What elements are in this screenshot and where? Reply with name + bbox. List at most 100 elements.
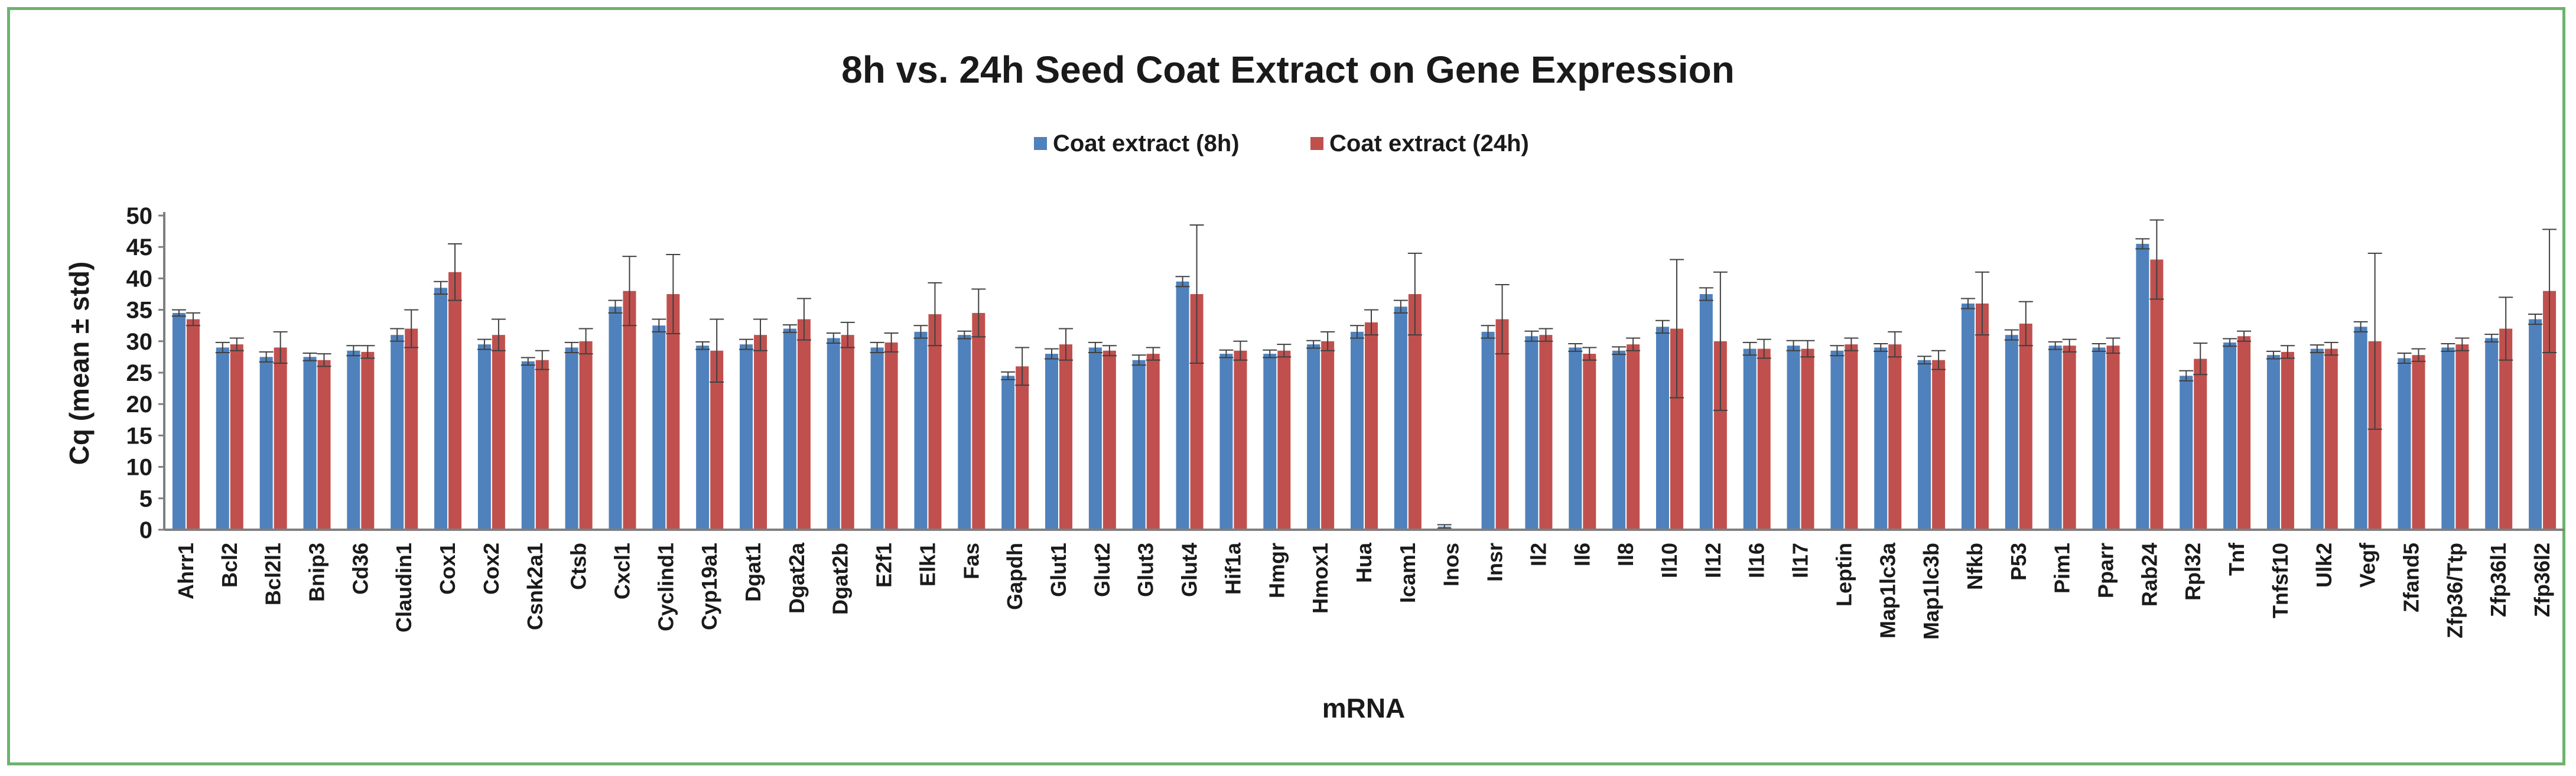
- bar-8h-pparr: [2092, 347, 2106, 530]
- x-tick-label: Map1lc3b: [1919, 543, 1943, 640]
- x-tick-label: Cox2: [479, 543, 503, 595]
- x-tick-label: Il10: [1657, 543, 1681, 578]
- bar-24h-zfp36-ttp: [2455, 344, 2469, 530]
- x-tick-label: Vegf: [2356, 542, 2380, 588]
- bar-8h-cox2: [477, 344, 491, 530]
- bar-24h-rpl32: [2194, 358, 2207, 530]
- bar-24h-nfkb: [1975, 303, 1989, 530]
- bar-8h-ctsb: [565, 347, 578, 530]
- bar-24h-bcl2: [230, 344, 243, 530]
- y-axis-ticks: 0 5 10 15 20 25 30 35 40 45 50: [126, 203, 164, 543]
- y-tick-label: 40: [126, 266, 153, 292]
- x-tick-label: Icam1: [1396, 543, 1420, 603]
- bar-24h-insr: [1495, 319, 1509, 530]
- bar-8h-tnf: [2223, 342, 2237, 530]
- bar-8h-map1lc3b: [1918, 360, 1931, 530]
- bar-24h-pim1: [2063, 345, 2076, 530]
- bar-24h-p53: [2019, 324, 2032, 530]
- bar-24h-pparr: [2106, 345, 2120, 530]
- bar-8h-il12: [1699, 294, 1713, 530]
- x-tick-label: Il2: [1526, 543, 1550, 566]
- y-tick-label: 35: [126, 298, 153, 324]
- bar-24h-ctsb: [579, 341, 593, 530]
- bar-24h-elk1: [928, 314, 942, 530]
- bar-8h-dgat1: [740, 344, 753, 530]
- bar-8h-zfand5: [2398, 358, 2411, 530]
- x-tick-label: Dgat2b: [828, 543, 853, 615]
- bar-8h-tnfsf10: [2266, 355, 2280, 530]
- bar-8h-bcl2: [216, 347, 229, 530]
- x-tick-label: Tnfsf10: [2268, 543, 2292, 618]
- x-tick-label: Hmox1: [1308, 543, 1332, 614]
- bar-24h-csnk2a1: [535, 360, 549, 530]
- bar-8h-ulk2: [2310, 348, 2324, 530]
- x-tick-label: Bnip3: [304, 543, 328, 602]
- bar-8h-cyclind1: [652, 325, 666, 530]
- x-tick-label: Elk1: [915, 543, 939, 586]
- x-tick-label: Tnf: [2224, 542, 2249, 576]
- bar-24h-zfand5: [2412, 355, 2425, 530]
- bar-24h-hmox1: [1321, 341, 1335, 530]
- bar-8h-gapdh: [1001, 376, 1015, 530]
- bar-24h-glut2: [1102, 350, 1116, 530]
- x-tick-label: Ulk2: [2312, 543, 2336, 588]
- bar-8h-insr: [1481, 331, 1495, 530]
- y-tick-label: 50: [126, 203, 153, 229]
- bar-24h-map1lc3b: [1932, 360, 1946, 530]
- y-tick-label: 0: [139, 517, 152, 543]
- bar-24h-bnip3: [317, 360, 331, 530]
- x-tick-label: Zfp36/Ttp: [2442, 543, 2467, 638]
- x-tick-label: Cxcl1: [610, 543, 634, 599]
- bar-24h-ulk2: [2324, 348, 2338, 530]
- bar-8h-cox1: [434, 288, 448, 530]
- bar-8h-vegf: [2354, 327, 2367, 530]
- bar-8h-nfkb: [1961, 303, 1975, 530]
- x-tick-label: Ctsb: [567, 543, 591, 590]
- y-tick-label: 20: [126, 392, 153, 418]
- x-tick-label: Bcl2: [217, 543, 242, 588]
- legend-swatch-8h: [1034, 137, 1047, 150]
- bar-24h-claudin1: [405, 328, 418, 530]
- x-tick-label: Cyclind1: [653, 543, 678, 631]
- bar-24h-il6: [1583, 354, 1596, 530]
- bar-8h-pim1: [2048, 345, 2062, 530]
- bar-8h-zfp36l2: [2529, 319, 2542, 530]
- y-tick-label: 15: [126, 423, 153, 449]
- bar-24h-zfp36l2: [2543, 291, 2557, 530]
- bar-8h-leptin: [1830, 350, 1844, 530]
- x-axis-label: mRNA: [1322, 693, 1406, 723]
- bar-8h-rab24: [2136, 243, 2149, 530]
- x-tick-label: Il17: [1788, 543, 1813, 578]
- x-tick-label: Inos: [1439, 543, 1463, 586]
- bar-8h-e2f1: [870, 347, 884, 530]
- bar-8h-il16: [1743, 348, 1757, 530]
- bar-24h-dgat2a: [797, 319, 811, 530]
- x-tick-label: Cyp19a1: [697, 543, 721, 630]
- y-tick-label: 45: [126, 234, 153, 260]
- x-tick-label: Cox1: [435, 543, 460, 595]
- bar-8h-cd36: [347, 350, 360, 530]
- bar-24h-tnf: [2237, 336, 2251, 530]
- y-tick-label: 30: [126, 329, 153, 355]
- bar-24h-cox1: [448, 272, 462, 530]
- x-tick-label: Zfand5: [2399, 543, 2424, 612]
- x-tick-label: Cd36: [348, 543, 372, 595]
- bar-24h-cyclind1: [666, 294, 680, 530]
- bar-24h-cd36: [361, 351, 375, 530]
- bar-24h-cyp19a1: [710, 350, 724, 530]
- bar-8h-icam1: [1394, 307, 1407, 530]
- y-tick-label: 10: [126, 455, 153, 481]
- bars: [172, 243, 2557, 530]
- x-tick-label: Bcl2l1: [261, 543, 285, 605]
- bar-8h-claudin1: [391, 335, 404, 530]
- bar-24h-hmgr: [1277, 350, 1291, 530]
- bar-8h-p53: [2005, 335, 2018, 530]
- legend-swatch-24h: [1310, 137, 1323, 150]
- x-tick-label: Gapdh: [1003, 543, 1027, 610]
- bar-24h-il8: [1627, 344, 1640, 530]
- bar-8h-ahrr1: [172, 312, 186, 530]
- legend-label-24h: Coat extract (24h): [1329, 131, 1529, 156]
- bar-24h-glut3: [1146, 354, 1160, 530]
- x-tick-label: Rpl32: [2181, 543, 2205, 601]
- x-tick-label: Glut1: [1046, 543, 1071, 597]
